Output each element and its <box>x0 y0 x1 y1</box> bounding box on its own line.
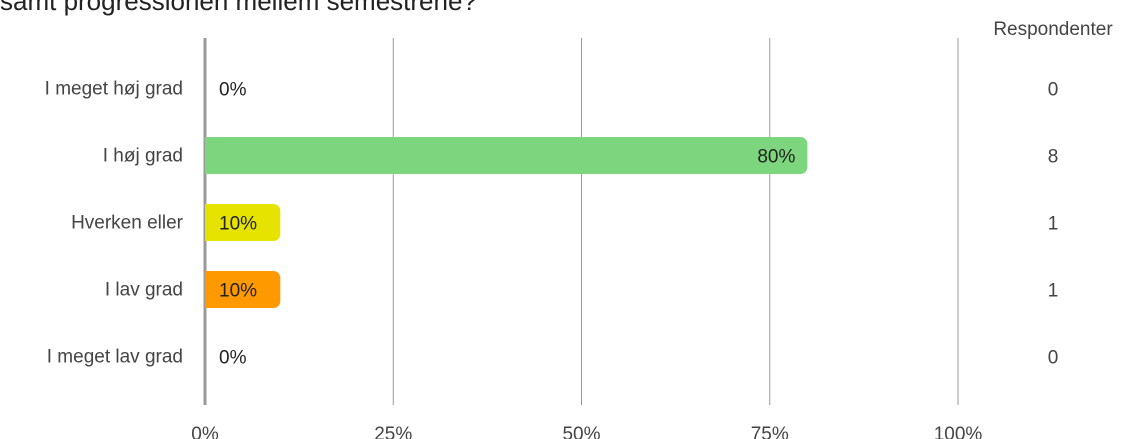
respondents-header: Respondenter <box>993 19 1113 40</box>
respondent-count: 8 <box>1048 147 1059 168</box>
bar-left-edge <box>205 204 213 241</box>
bar-value-label: 80% <box>757 147 795 168</box>
respondent-count: 1 <box>1048 281 1059 302</box>
x-tick-label: 25% <box>374 424 412 439</box>
bar-value-label: 10% <box>219 214 257 235</box>
bars <box>205 137 808 308</box>
x-tick-label: 100% <box>934 424 983 439</box>
respondent-count: 0 <box>1048 80 1059 101</box>
category-label: I lav grad <box>105 280 183 301</box>
bar-value-label: 10% <box>219 281 257 302</box>
category-label: Hverken eller <box>71 213 184 234</box>
category-label: I høj grad <box>103 146 183 167</box>
bar-left-edge <box>205 137 213 174</box>
bar <box>205 271 281 308</box>
gridlines <box>203 38 959 405</box>
bar <box>205 204 281 241</box>
respondent-count: 0 <box>1048 348 1059 369</box>
respondent-count: 1 <box>1048 214 1059 235</box>
category-label: I meget lav grad <box>47 347 183 368</box>
x-tick-label: 50% <box>562 424 600 439</box>
chart-title: samt progressionen mellem semestrene? <box>0 0 477 16</box>
x-tick-label: 75% <box>751 424 789 439</box>
bar-value-label: 0% <box>219 80 247 101</box>
bar-value-label: 0% <box>219 348 247 369</box>
bar-left-edge <box>205 271 213 308</box>
category-label: I meget høj grad <box>45 79 183 100</box>
bar <box>205 137 808 174</box>
x-tick-label: 0% <box>191 424 219 439</box>
